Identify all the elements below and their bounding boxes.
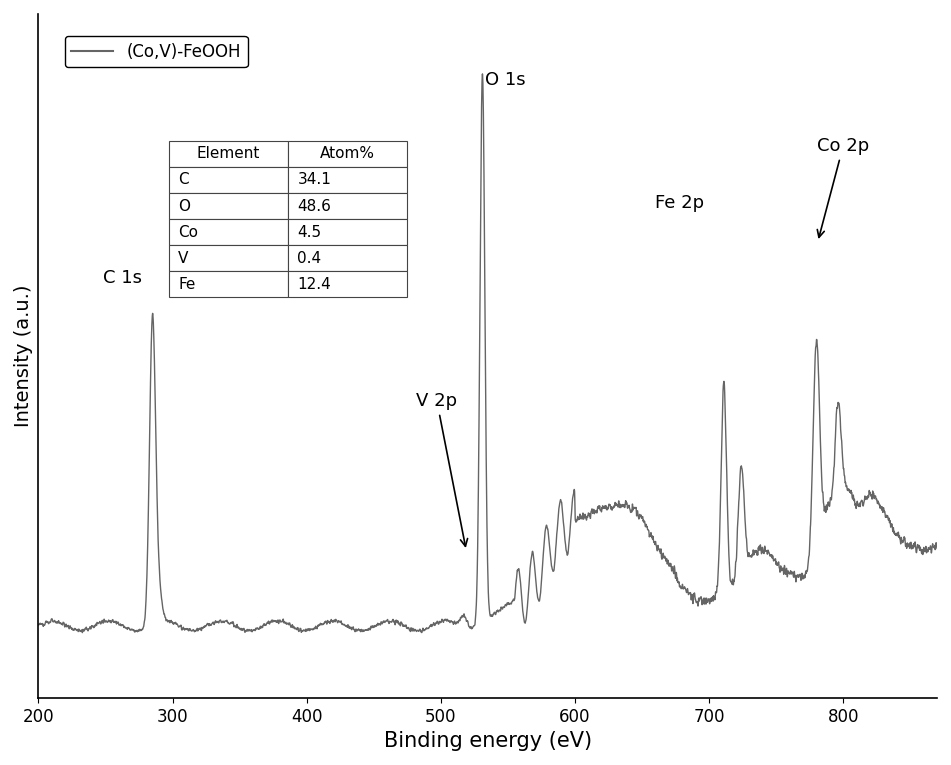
X-axis label: Binding energy (eV): Binding energy (eV) [383, 731, 592, 751]
Legend: (Co,V)-FeOOH: (Co,V)-FeOOH [65, 36, 247, 67]
Text: Co 2p: Co 2p [817, 137, 869, 237]
Text: Fe 2p: Fe 2p [655, 194, 704, 212]
Y-axis label: Intensity (a.u.): Intensity (a.u.) [14, 285, 33, 427]
Text: V 2p: V 2p [417, 392, 468, 546]
Text: O 1s: O 1s [485, 71, 526, 89]
Text: C 1s: C 1s [104, 269, 143, 287]
